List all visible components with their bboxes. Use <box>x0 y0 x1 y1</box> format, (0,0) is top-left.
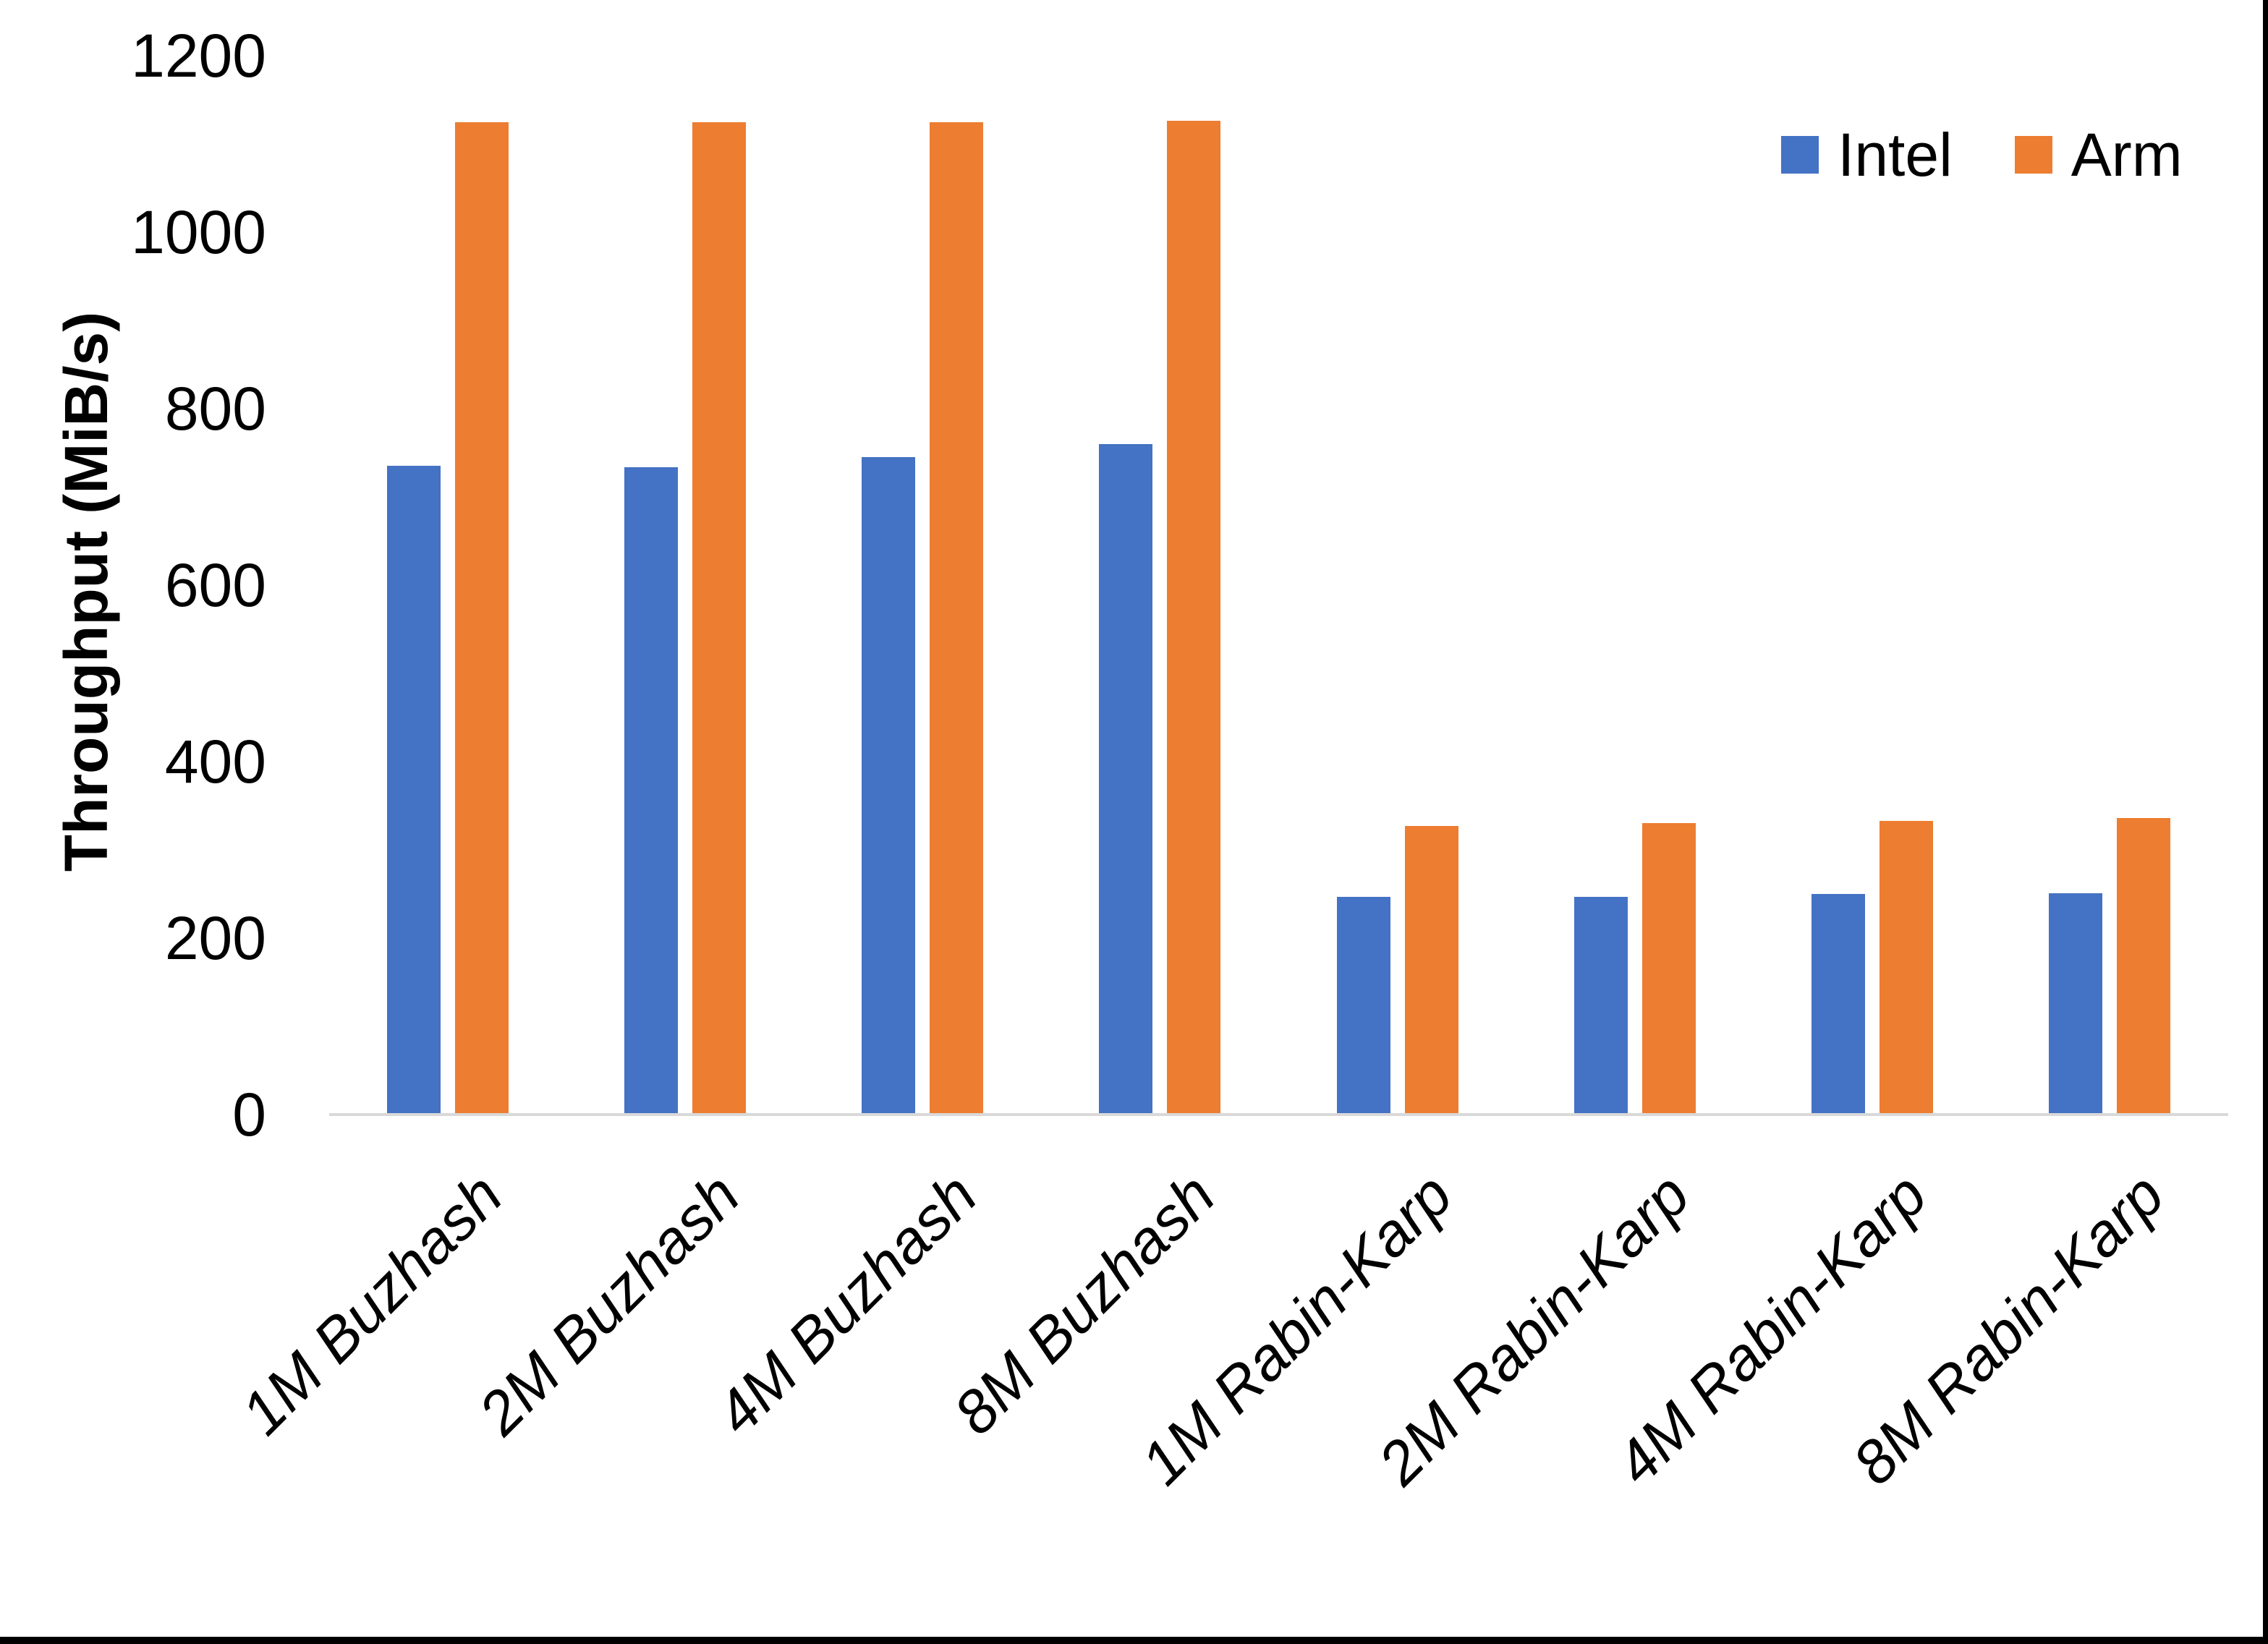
y-tick-label-1200: 1200 <box>131 22 266 90</box>
bar-arm-2m-buzhash <box>692 122 747 1115</box>
bar-intel-4m-rabin-karp <box>1811 894 1865 1115</box>
y-tick-label-600: 600 <box>164 551 266 619</box>
bar-arm-8m-rabin-karp <box>2116 818 2170 1115</box>
window-border-bottom <box>0 1637 2268 1644</box>
bar-arm-1m-rabin-karp <box>1404 826 1458 1115</box>
x-axis-line <box>329 1113 2228 1116</box>
legend: Intel Arm <box>1781 124 2183 185</box>
bar-intel-2m-rabin-karp <box>1573 896 1628 1115</box>
window-border-right <box>2263 0 2268 1644</box>
legend-swatch-intel <box>1781 136 1819 174</box>
bar-intel-2m-buzhash <box>624 467 679 1115</box>
legend-label-arm: Arm <box>2070 121 2183 189</box>
y-tick-label-400: 400 <box>164 728 266 796</box>
bar-arm-4m-rabin-karp <box>1879 820 1933 1115</box>
bar-intel-8m-buzhash <box>1099 443 1153 1115</box>
bar-intel-4m-buzhash <box>862 457 916 1115</box>
legend-item-intel: Intel <box>1781 124 1953 185</box>
legend-label-intel: Intel <box>1838 121 1953 189</box>
y-tick-label-800: 800 <box>164 375 266 443</box>
y-tick-label-0: 0 <box>232 1081 266 1149</box>
bar-intel-8m-rabin-karp <box>2048 893 2102 1115</box>
legend-swatch-arm <box>2014 136 2052 174</box>
y-tick-label-1000: 1000 <box>131 198 266 266</box>
bar-intel-1m-buzhash <box>387 466 441 1115</box>
bar-arm-1m-buzhash <box>455 122 509 1115</box>
bar-arm-4m-buzhash <box>930 122 984 1115</box>
y-tick-label-200: 200 <box>164 904 266 972</box>
bar-intel-1m-rabin-karp <box>1336 896 1390 1115</box>
legend-item-arm: Arm <box>2014 121 2183 189</box>
bar-arm-8m-buzhash <box>1167 121 1221 1115</box>
bar-arm-2m-rabin-karp <box>1641 823 1696 1115</box>
